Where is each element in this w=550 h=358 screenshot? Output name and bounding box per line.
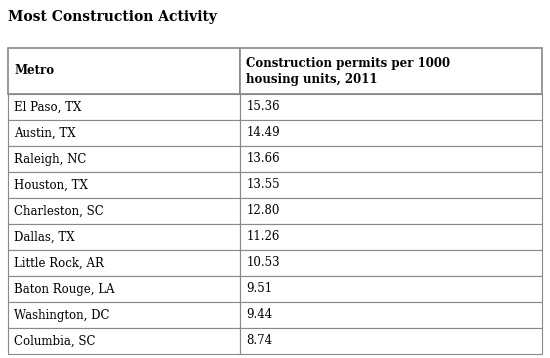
Text: 14.49: 14.49 xyxy=(246,126,280,140)
Bar xyxy=(8,172,240,198)
Bar xyxy=(8,302,240,328)
Text: Little Rock, AR: Little Rock, AR xyxy=(14,256,104,270)
Text: 8.74: 8.74 xyxy=(246,334,272,348)
Bar xyxy=(240,328,542,354)
Text: El Paso, TX: El Paso, TX xyxy=(14,101,81,113)
Bar xyxy=(240,302,542,328)
Text: Austin, TX: Austin, TX xyxy=(14,126,76,140)
Text: 9.51: 9.51 xyxy=(246,282,272,295)
Bar xyxy=(240,172,542,198)
Bar xyxy=(240,224,542,250)
Text: Metro: Metro xyxy=(14,64,54,77)
Bar xyxy=(8,198,240,224)
Bar xyxy=(8,120,240,146)
Text: Dallas, TX: Dallas, TX xyxy=(14,231,75,243)
Bar xyxy=(240,48,542,94)
Bar xyxy=(240,250,542,276)
Text: 15.36: 15.36 xyxy=(246,101,280,113)
Text: 10.53: 10.53 xyxy=(246,256,280,270)
Text: Baton Rouge, LA: Baton Rouge, LA xyxy=(14,282,114,295)
Bar xyxy=(240,146,542,172)
Text: Washington, DC: Washington, DC xyxy=(14,309,109,321)
Bar xyxy=(8,94,240,120)
Text: 11.26: 11.26 xyxy=(246,231,279,243)
Text: Construction permits per 1000
housing units, 2011: Construction permits per 1000 housing un… xyxy=(246,57,450,86)
Text: 9.44: 9.44 xyxy=(246,309,273,321)
Bar xyxy=(8,276,240,302)
Text: Charleston, SC: Charleston, SC xyxy=(14,204,104,218)
Text: Houston, TX: Houston, TX xyxy=(14,179,88,192)
Text: 13.66: 13.66 xyxy=(246,153,280,165)
Bar xyxy=(240,120,542,146)
Bar xyxy=(240,198,542,224)
Text: Columbia, SC: Columbia, SC xyxy=(14,334,96,348)
Bar xyxy=(240,276,542,302)
Bar xyxy=(8,48,240,94)
Text: Raleigh, NC: Raleigh, NC xyxy=(14,153,86,165)
Bar xyxy=(8,328,240,354)
Text: 13.55: 13.55 xyxy=(246,179,280,192)
Bar xyxy=(8,250,240,276)
Text: Most Construction Activity: Most Construction Activity xyxy=(8,10,217,24)
Text: 12.80: 12.80 xyxy=(246,204,279,218)
Bar xyxy=(8,224,240,250)
Bar xyxy=(240,94,542,120)
Bar xyxy=(8,146,240,172)
